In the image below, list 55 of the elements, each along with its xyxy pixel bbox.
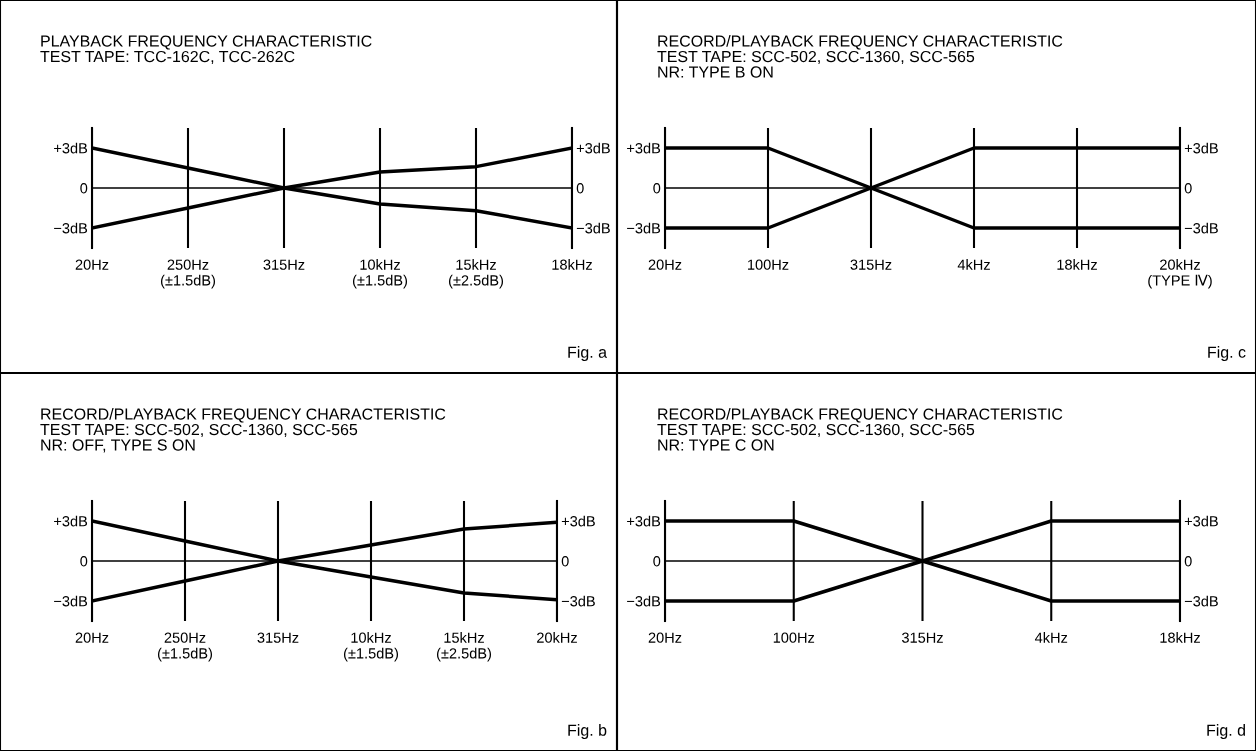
y2-tick-label: +3dB xyxy=(561,515,595,527)
x-tick-label: 315Hz xyxy=(257,632,299,643)
chart-title: RECORD/PLAYBACK FREQUENCY CHARACTERISTIC TEST TAPE: SCC-502, SCC-1360, SCC-565 NR: TYPE B ON xyxy=(657,35,1063,78)
x-tick-label: 15kHz (±2.5dB) xyxy=(448,259,504,289)
x-tick-label: 20Hz xyxy=(648,632,682,643)
text: Fig. a xyxy=(568,346,607,361)
y2-tick-label: +3dB xyxy=(1184,515,1218,527)
y2-tick-label: −3dB xyxy=(576,222,610,234)
y2-tick-label: −3dB xyxy=(1184,222,1218,234)
y2-tick-label: −3dB xyxy=(1184,595,1218,607)
x-tick-label: 10kHz (±1.5dB) xyxy=(343,632,399,662)
chart-title: RECORD/PLAYBACK FREQUENCY CHARACTERISTIC TEST TAPE: SCC-502, SCC-1360, SCC-565 NR: OFF, TYPE S ON xyxy=(40,408,446,453)
x-tick-label: 20kHz (TYPE Ⅳ) xyxy=(1148,259,1212,289)
x-tick-label: 20Hz xyxy=(75,632,109,643)
text: Fig. d xyxy=(1207,724,1245,739)
y-tick-label: +3dB xyxy=(54,515,88,527)
x-tick-label: 4kHz xyxy=(957,259,990,270)
x-tick-label: 315Hz xyxy=(901,632,943,643)
x-tick-label: 315Hz xyxy=(850,259,892,270)
x-tick-label: 20Hz xyxy=(648,259,682,270)
y-tick-label: 0 xyxy=(653,556,661,567)
y-tick-label: 0 xyxy=(80,556,88,567)
text: Fig. b xyxy=(568,724,607,739)
x-tick-label: 18kHz xyxy=(1160,632,1200,643)
x-tick-label: 315Hz xyxy=(263,259,305,270)
y2-tick-label: −3dB xyxy=(561,595,595,607)
y-tick-label: −3dB xyxy=(627,595,661,607)
y2-tick-label: 0 xyxy=(1184,183,1192,194)
x-tick-label: 250Hz (±1.5dB) xyxy=(157,632,213,662)
y-tick-label: 0 xyxy=(653,183,661,194)
y-tick-label: −3dB xyxy=(627,222,661,234)
x-tick-label: 10kHz (±1.5dB) xyxy=(352,259,408,289)
y2-tick-label: +3dB xyxy=(576,142,610,154)
y-tick-label: −3dB xyxy=(54,222,88,234)
y2-tick-label: 0 xyxy=(1184,556,1192,567)
y-tick-label: +3dB xyxy=(627,142,661,154)
y2-tick-label: +3dB xyxy=(1184,142,1218,154)
y2-tick-label: 0 xyxy=(561,556,569,567)
x-tick-label: 18kHz xyxy=(552,259,592,270)
x-tick-label: 20kHz xyxy=(537,632,577,643)
y2-tick-label: 0 xyxy=(576,183,584,194)
chart-title: RECORD/PLAYBACK FREQUENCY CHARACTERISTIC TEST TAPE: SCC-502, SCC-1360, SCC-565 NR: TYPE C ON xyxy=(657,408,1063,451)
x-tick-label: 18kHz xyxy=(1057,259,1097,270)
x-tick-label: 15kHz (±2.5dB) xyxy=(436,632,492,662)
x-tick-label: 100Hz xyxy=(773,632,815,643)
chart-title: PLAYBACK FREQUENCY CHARACTERISTIC TEST TAPE: TCC-162C, TCC-262C xyxy=(40,35,372,65)
y-tick-label: −3dB xyxy=(54,595,88,607)
x-tick-label: 20Hz xyxy=(75,259,109,270)
text: Fig. c xyxy=(1208,346,1246,361)
y-tick-label: +3dB xyxy=(54,142,88,154)
x-tick-label: 4kHz xyxy=(1034,632,1068,643)
y-tick-label: +3dB xyxy=(627,515,661,527)
y-tick-label: 0 xyxy=(80,183,88,194)
x-tick-label: 250Hz (±1.5dB) xyxy=(160,259,216,289)
x-tick-label: 100Hz xyxy=(748,259,789,270)
